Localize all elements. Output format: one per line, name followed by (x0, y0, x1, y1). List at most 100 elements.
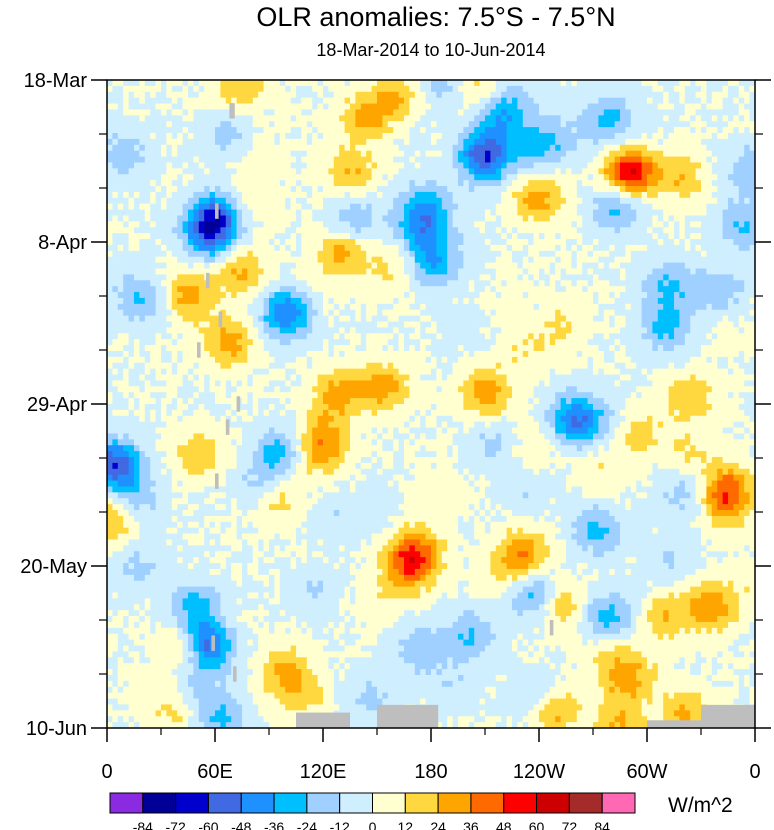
field-cell (663, 244, 669, 252)
field-cell (128, 191, 135, 199)
field-cell (560, 292, 567, 299)
field-cell (479, 315, 486, 322)
field-cell (436, 156, 443, 163)
field-cell (549, 286, 556, 293)
field-cell (150, 80, 156, 87)
field-cell (355, 168, 362, 175)
field-cell (225, 239, 232, 246)
field-cell (463, 227, 470, 234)
field-cell (468, 233, 475, 240)
field-cell (198, 156, 205, 163)
field-cell (258, 221, 264, 228)
field-cell (182, 274, 189, 281)
field-cell (242, 121, 248, 128)
field-cell (522, 97, 529, 104)
field-cell (414, 150, 421, 157)
field-cell (560, 233, 567, 240)
field-cell (630, 239, 637, 246)
field-cell (139, 209, 146, 216)
field-cell (382, 280, 389, 287)
field-cell (242, 309, 248, 317)
field-cell (501, 233, 507, 240)
field-cell (447, 221, 453, 228)
field-cell (290, 244, 297, 252)
field-cell (398, 239, 405, 246)
field-cell (485, 97, 491, 104)
field-cell (668, 268, 675, 275)
field-cell (128, 244, 135, 252)
field-cell (539, 138, 545, 146)
field-cell (458, 256, 464, 264)
field-cell (144, 133, 151, 140)
field-cell (269, 244, 275, 252)
field-cell (452, 115, 459, 122)
field-cell (555, 144, 561, 152)
field-cell (371, 274, 378, 281)
field-cell (231, 303, 237, 311)
field-cell (636, 303, 642, 311)
field-cell (555, 262, 561, 269)
field-cell (296, 127, 302, 134)
field-cell (620, 286, 626, 293)
field-cell (150, 221, 156, 228)
field-cell (690, 168, 696, 175)
field-cell (285, 203, 291, 210)
field-cell (409, 303, 416, 311)
field-cell (431, 150, 437, 157)
field-cell (441, 250, 448, 258)
field-cell (512, 262, 518, 269)
field-cell (182, 109, 189, 116)
field-cell (144, 127, 151, 134)
field-cell (252, 97, 259, 104)
field-cell (468, 280, 475, 287)
field-cell (512, 233, 518, 240)
field-cell (711, 256, 718, 264)
field-cell (215, 85, 221, 93)
field-cell (123, 256, 129, 264)
field-cell (490, 121, 497, 128)
field-cell (377, 303, 383, 311)
field-cell (582, 97, 588, 104)
field-cell (647, 127, 653, 134)
field-cell (506, 168, 513, 175)
field-cell (290, 150, 297, 157)
field-cell (690, 262, 696, 269)
field-cell (377, 292, 383, 299)
field-cell (458, 174, 464, 181)
field-cell (225, 309, 232, 317)
field-cell (188, 103, 194, 110)
field-cell (452, 256, 459, 264)
field-cell (517, 244, 524, 252)
field-cell (431, 85, 437, 93)
field-cell (404, 292, 410, 299)
field-cell (398, 203, 405, 210)
field-cell (306, 250, 313, 258)
field-cell (598, 103, 605, 110)
field-cell (738, 256, 745, 264)
field-cell (123, 186, 129, 193)
field-cell (684, 138, 691, 146)
field-cell (225, 209, 232, 216)
field-cell (112, 315, 119, 322)
field-cell (123, 127, 129, 134)
field-cell (382, 262, 389, 269)
field-cell (333, 186, 340, 193)
field-cell (528, 127, 534, 134)
field-cell (733, 80, 740, 87)
field-cell (414, 91, 421, 99)
field-cell (749, 203, 755, 210)
field-cell (495, 286, 502, 293)
field-cell (576, 297, 583, 305)
field-cell (517, 115, 524, 122)
field-cell (333, 280, 340, 287)
field-cell (512, 256, 518, 264)
field-cell (425, 233, 432, 240)
field-cell (312, 144, 318, 152)
field-cell (447, 103, 453, 110)
field-cell (117, 233, 124, 240)
field-cell (722, 274, 729, 281)
field-cell (350, 144, 356, 152)
field-cell (560, 168, 567, 175)
field-cell (193, 256, 200, 264)
field-cell (269, 85, 275, 93)
